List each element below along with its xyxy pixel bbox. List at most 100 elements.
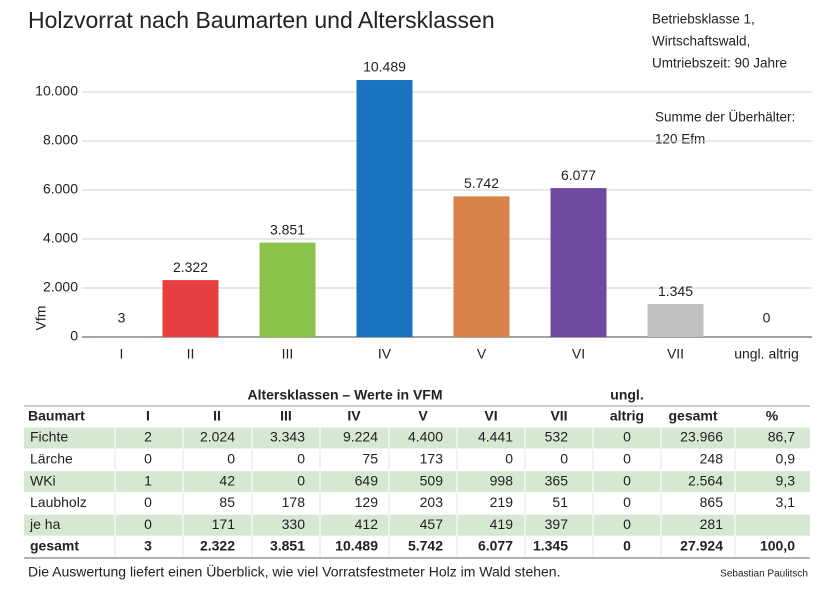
table-cell: 86,7 (768, 429, 795, 445)
table-cell: je ha (29, 516, 61, 532)
value-label: 6.077 (561, 167, 596, 183)
annotation: Umtriebszeit: 90 Jahre (652, 56, 787, 71)
table-header: V (418, 408, 428, 424)
value-label: 5.742 (464, 175, 499, 191)
table-cell: 173 (420, 451, 444, 467)
table-cell: 4.441 (478, 429, 513, 445)
table-cell: 532 (545, 429, 569, 445)
y-tick-label: 6.000 (43, 181, 78, 197)
table-cell: 1.345 (533, 538, 568, 554)
x-tick-label: IV (378, 346, 392, 362)
table-cell: 0 (623, 538, 631, 554)
table-header: VI (484, 408, 497, 424)
table-cell: 0 (623, 472, 631, 488)
annotation: Betriebsklasse 1, (652, 12, 755, 27)
table-cell: 10.489 (335, 538, 378, 554)
table-cell: 9,3 (776, 472, 796, 488)
y-tick-label: 0 (70, 328, 78, 344)
value-label: 3.851 (270, 221, 305, 237)
bar (162, 280, 219, 337)
table-cell: 51 (552, 494, 568, 510)
table-cell: 397 (545, 516, 569, 532)
table-cell: 0 (297, 451, 305, 467)
table-cell: 3.851 (270, 538, 305, 554)
annotation: Wirtschaftswald, (652, 34, 750, 49)
bar (453, 196, 510, 337)
table-cell: 649 (355, 472, 379, 488)
table-cell: Fichte (30, 429, 68, 445)
table-cell: 281 (700, 516, 724, 532)
table-cell: 3 (144, 538, 152, 554)
table-cell: 865 (700, 494, 724, 510)
table-cell: Lärche (30, 451, 73, 467)
table-cell: 3,1 (776, 494, 796, 510)
table-cell: 4.400 (408, 429, 443, 445)
table-cell: 0 (623, 516, 631, 532)
row-background (24, 514, 810, 536)
bar (356, 80, 413, 337)
x-tick-label: III (282, 346, 294, 362)
row-background (24, 471, 810, 493)
table-cell: 178 (282, 494, 306, 510)
table-header: I (146, 408, 150, 424)
table-cell: 3.343 (270, 429, 305, 445)
table-cell: 203 (420, 494, 444, 510)
table-cell: 0 (505, 451, 513, 467)
table-cell: 2.024 (200, 429, 235, 445)
value-label: 3 (118, 310, 126, 326)
table-cell: 85 (219, 494, 235, 510)
x-tick-label: ungl. altrig (734, 346, 799, 362)
table-cell: gesamt (30, 538, 79, 554)
x-tick-label: I (120, 346, 124, 362)
table-header: gesamt (668, 408, 717, 424)
table-cell: 2.322 (200, 538, 235, 554)
table-title: Altersklassen – Werte in VFM (247, 387, 442, 403)
x-tick-label: VI (572, 346, 585, 362)
y-tick-label: 2.000 (43, 279, 78, 295)
table-cell: 171 (212, 516, 236, 532)
annotation: Summe der Überhälter: (655, 110, 795, 125)
table-cell: 330 (282, 516, 306, 532)
value-label: 2.322 (173, 259, 208, 275)
value-label: 0 (763, 310, 771, 326)
table-cell: 5.742 (408, 538, 443, 554)
y-tick-label: 8.000 (43, 132, 78, 148)
table-cell: 365 (545, 472, 569, 488)
table-cell: 998 (490, 472, 514, 488)
table-cell: 0 (297, 472, 305, 488)
value-label: 10.489 (363, 59, 406, 75)
x-tick-label: II (187, 346, 195, 362)
footer-text: Die Auswertung liefert einen Überblick, … (28, 563, 560, 580)
bar (647, 304, 704, 337)
table-cell: 23.966 (680, 429, 723, 445)
value-label: 1.345 (658, 283, 693, 299)
bar (259, 242, 316, 337)
table-header: II (213, 408, 221, 424)
table-cell: Laubholz (30, 494, 87, 510)
table-cell: 248 (700, 451, 724, 467)
credit: Sebastian Paulitsch (720, 569, 808, 580)
table-header: III (280, 408, 292, 424)
table-cell: WKi (30, 472, 56, 488)
table-cell: 42 (219, 472, 235, 488)
table-header: Baumart (28, 408, 85, 424)
table-cell: 0 (623, 429, 631, 445)
x-tick-label: VII (667, 346, 684, 362)
table-header: % (766, 408, 779, 424)
table-cell: 419 (490, 516, 514, 532)
table-cell: 0 (144, 451, 152, 467)
table-cell: 2.564 (688, 472, 723, 488)
table-cell: 0,9 (776, 451, 796, 467)
table-cell: 2 (144, 429, 152, 445)
table-cell: 412 (355, 516, 379, 532)
table-cell: 0 (560, 451, 568, 467)
table-cell: 0 (623, 494, 631, 510)
table-cell: 1 (144, 472, 152, 488)
table-header: ungl. (610, 387, 643, 403)
bar (550, 188, 607, 337)
y-tick-label: 10.000 (35, 83, 78, 99)
table-cell: 6.077 (478, 538, 513, 554)
table-header: VII (550, 408, 567, 424)
table-cell: 509 (420, 472, 444, 488)
